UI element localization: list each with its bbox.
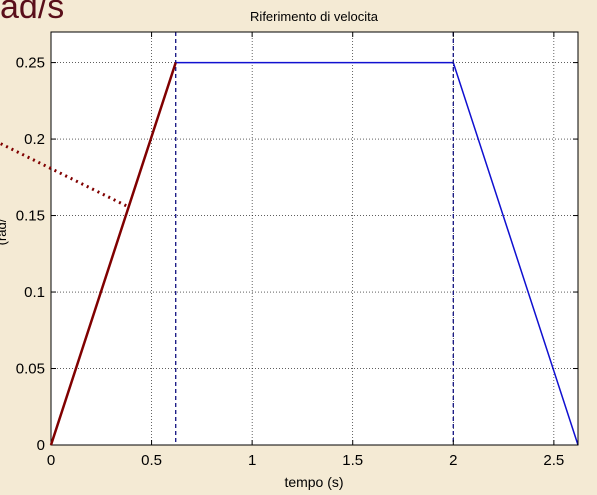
x-tick-label: 2	[449, 452, 457, 469]
plot-area	[51, 32, 578, 445]
overlay-layer	[0, 62, 177, 446]
y-tick-label: 0.2	[24, 131, 45, 148]
x-tick-label: 1	[248, 452, 256, 469]
y-axis-label-fragment: (rad/	[0, 218, 9, 245]
y-tick-label: 0.15	[16, 208, 45, 225]
y-tick-label: 0.1	[24, 284, 45, 301]
x-axis-label: tempo (s)	[284, 474, 343, 490]
grid	[51, 32, 578, 445]
x-tick-label: 0	[47, 452, 55, 469]
y-tick-label: 0.25	[16, 55, 45, 72]
chart-title: Riferimento di velocita	[250, 9, 379, 24]
y-tick-label: 0.05	[16, 361, 45, 378]
plot-frame	[50, 31, 579, 446]
x-tick-label: 0.5	[141, 452, 162, 469]
y-tick-label: 0	[37, 437, 45, 454]
ramp-highlight-line	[49, 62, 177, 446]
x-tick-label: 1.5	[342, 452, 363, 469]
x-tick-label: 2.5	[543, 452, 564, 469]
slide-heading-fragment: ad/s	[0, 0, 65, 26]
ticks: 0 0.5 1 1.5 2 2.5 0 0.05 0.1 0.15 0.2 0.25	[16, 32, 578, 469]
